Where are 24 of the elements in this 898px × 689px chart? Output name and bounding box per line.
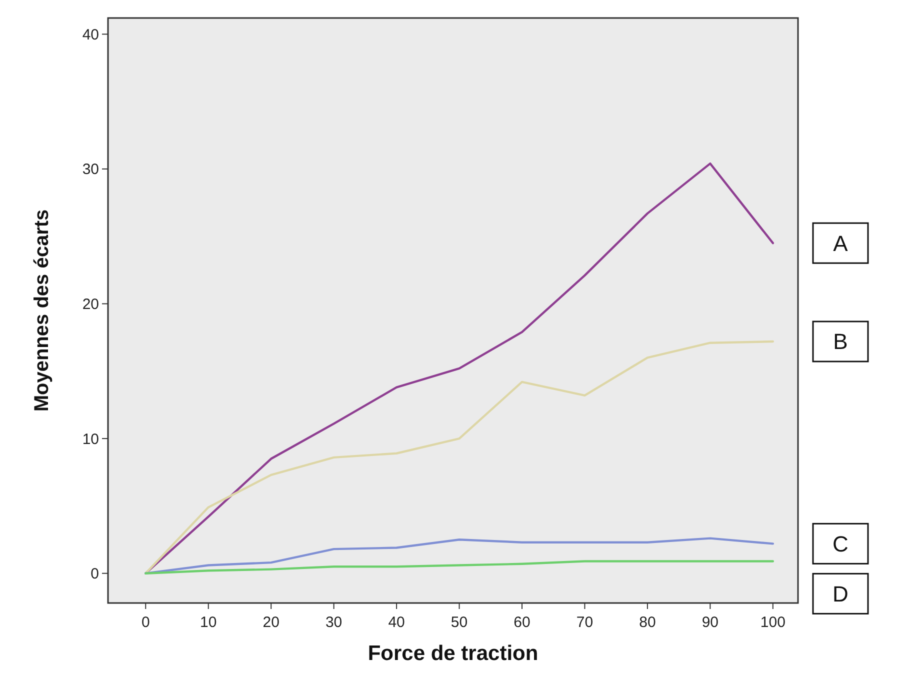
- text: C: [832, 531, 849, 556]
- y-tick-label: 40: [82, 26, 99, 44]
- x-tick-label: 0: [141, 614, 150, 631]
- y-tick-label: 10: [82, 430, 99, 448]
- x-tick-label: 80: [639, 614, 656, 631]
- x-tick-label: 30: [325, 614, 342, 631]
- x-tick-label: 100: [760, 614, 786, 631]
- line-series: [144, 560, 774, 574]
- y-tick-label: 20: [82, 296, 99, 314]
- x-tick-label: 90: [702, 614, 719, 631]
- y-tick-label: 0: [90, 566, 99, 583]
- y-tick-label: 30: [82, 161, 99, 178]
- x-axis-title: Force de traction: [368, 642, 538, 665]
- y-axis-title: Moyennes des écarts: [31, 209, 53, 412]
- x-tick-label: 40: [388, 614, 405, 631]
- text: A: [833, 230, 848, 256]
- text: D: [832, 581, 848, 606]
- x-tick-label: 60: [514, 614, 530, 631]
- line-series: [144, 340, 774, 574]
- x-tick-label: 10: [200, 614, 217, 631]
- x-tick-label: 50: [450, 614, 468, 631]
- x-tick-label: 70: [576, 614, 594, 631]
- x-tick-label: 20: [262, 614, 280, 631]
- text: B: [833, 329, 848, 354]
